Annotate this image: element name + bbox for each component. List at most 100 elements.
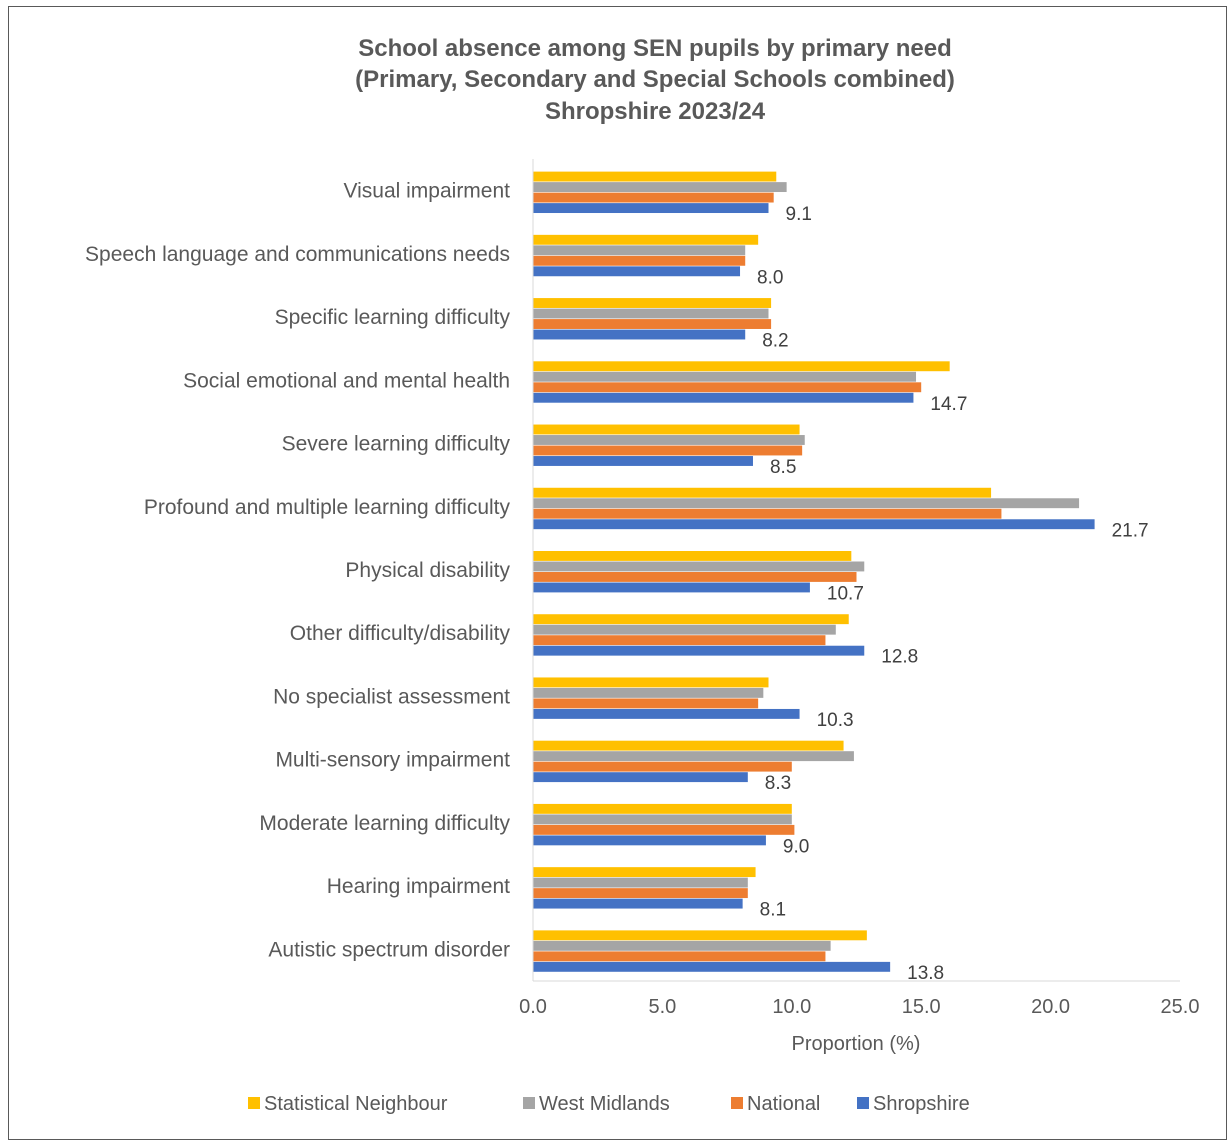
data-label: 8.1 <box>760 900 786 921</box>
legend-item: Statistical Neighbour <box>248 1093 448 1115</box>
bar <box>533 308 769 319</box>
category-label: Other difficulty/disability <box>290 622 511 645</box>
bar <box>533 382 922 393</box>
bar <box>533 192 774 203</box>
legend-swatch <box>523 1097 535 1109</box>
data-label: 14.7 <box>930 394 967 415</box>
bar <box>533 677 769 688</box>
bar <box>533 940 831 951</box>
data-label: 12.8 <box>881 647 918 668</box>
bar <box>533 898 743 909</box>
legend-item: West Midlands <box>523 1093 670 1115</box>
category-label: Visual impairment <box>343 180 510 203</box>
bar <box>533 772 748 783</box>
bar <box>533 930 867 941</box>
bar <box>533 614 849 625</box>
bar <box>533 687 764 698</box>
chart-title-line-2: (Primary, Secondary and Special Schools … <box>355 66 955 93</box>
data-label: 8.0 <box>757 267 783 288</box>
data-label: 10.7 <box>827 584 864 605</box>
bar <box>533 445 803 456</box>
category-label: Autistic spectrum disorder <box>268 938 510 961</box>
category-label: Speech language and communications needs <box>85 243 510 266</box>
bar <box>533 645 865 656</box>
bar <box>533 255 746 266</box>
bar <box>533 498 1080 509</box>
data-label: 8.2 <box>762 331 788 352</box>
x-tick-label: 15.0 <box>902 996 941 1018</box>
bar <box>533 171 777 182</box>
data-label: 8.5 <box>770 457 796 478</box>
bar <box>533 698 759 709</box>
bar <box>533 487 992 498</box>
legend-label: West Midlands <box>539 1093 670 1115</box>
legend-label: National <box>747 1093 820 1115</box>
x-tick-label: 20.0 <box>1031 996 1070 1018</box>
legend-item: National <box>731 1093 820 1115</box>
x-tick-label: 0.0 <box>519 996 547 1018</box>
bar <box>533 561 865 572</box>
category-label: Physical disability <box>345 559 510 582</box>
bar <box>533 245 746 256</box>
bar <box>533 740 844 751</box>
category-label: No specialist assessment <box>273 685 510 708</box>
bar <box>533 392 914 403</box>
bar <box>533 824 795 835</box>
bar <box>533 182 787 193</box>
data-label: 13.8 <box>907 963 944 984</box>
bar <box>533 361 950 372</box>
bar <box>533 435 805 445</box>
bar <box>533 572 857 582</box>
legend-swatch <box>731 1097 743 1109</box>
bar <box>533 371 917 382</box>
bar <box>533 456 753 466</box>
bar <box>533 867 756 878</box>
category-label: Multi-sensory impairment <box>275 749 510 772</box>
x-axis-title: Proportion (%) <box>792 1033 921 1055</box>
x-tick-label: 5.0 <box>648 996 676 1018</box>
category-label: Hearing impairment <box>327 875 510 898</box>
bar <box>533 519 1095 530</box>
x-tick-label: 10.0 <box>772 996 811 1018</box>
chart-title: School absence among SEN pupils by prima… <box>355 35 955 125</box>
plot-area: Visual impairment 9.1 Speech language and … <box>85 159 1199 1018</box>
category-label: Severe learning difficulty <box>282 433 511 456</box>
bar <box>533 508 1002 519</box>
bar <box>533 877 748 888</box>
bar <box>533 835 766 846</box>
bar <box>533 951 826 962</box>
bar <box>533 234 759 245</box>
bar <box>533 203 769 214</box>
chart-title-line-1: School absence among SEN pupils by prima… <box>358 35 951 62</box>
legend-label: Statistical Neighbour <box>264 1093 448 1115</box>
bar <box>533 319 772 329</box>
bar <box>533 424 800 435</box>
bar <box>533 888 748 899</box>
chart-title-line-3: Shropshire 2023/24 <box>545 98 766 125</box>
bar <box>533 624 836 635</box>
data-label: 9.1 <box>786 204 812 225</box>
bar <box>533 961 891 972</box>
x-tick-label: 25.0 <box>1161 996 1200 1018</box>
legend-label: Shropshire <box>873 1093 970 1115</box>
bar <box>533 582 810 593</box>
bar <box>533 761 792 772</box>
bar <box>533 298 772 308</box>
legend-swatch <box>248 1097 260 1109</box>
data-label: 10.3 <box>817 710 854 731</box>
legend-swatch <box>857 1097 869 1109</box>
bar <box>533 708 800 719</box>
category-label: Profound and multiple learning difficult… <box>144 496 511 519</box>
bar <box>533 266 741 277</box>
data-label: 9.0 <box>783 836 809 857</box>
bar <box>533 751 854 762</box>
legend-item: Shropshire <box>857 1093 970 1115</box>
legend: Statistical Neighbour West Midlands Nation… <box>248 1093 970 1115</box>
data-label: 21.7 <box>1112 520 1149 541</box>
bar <box>533 329 746 340</box>
category-label: Social emotional and mental health <box>183 369 510 392</box>
category-label: Specific learning difficulty <box>275 306 511 329</box>
bar <box>533 814 792 825</box>
category-label: Moderate learning difficulty <box>259 812 510 835</box>
